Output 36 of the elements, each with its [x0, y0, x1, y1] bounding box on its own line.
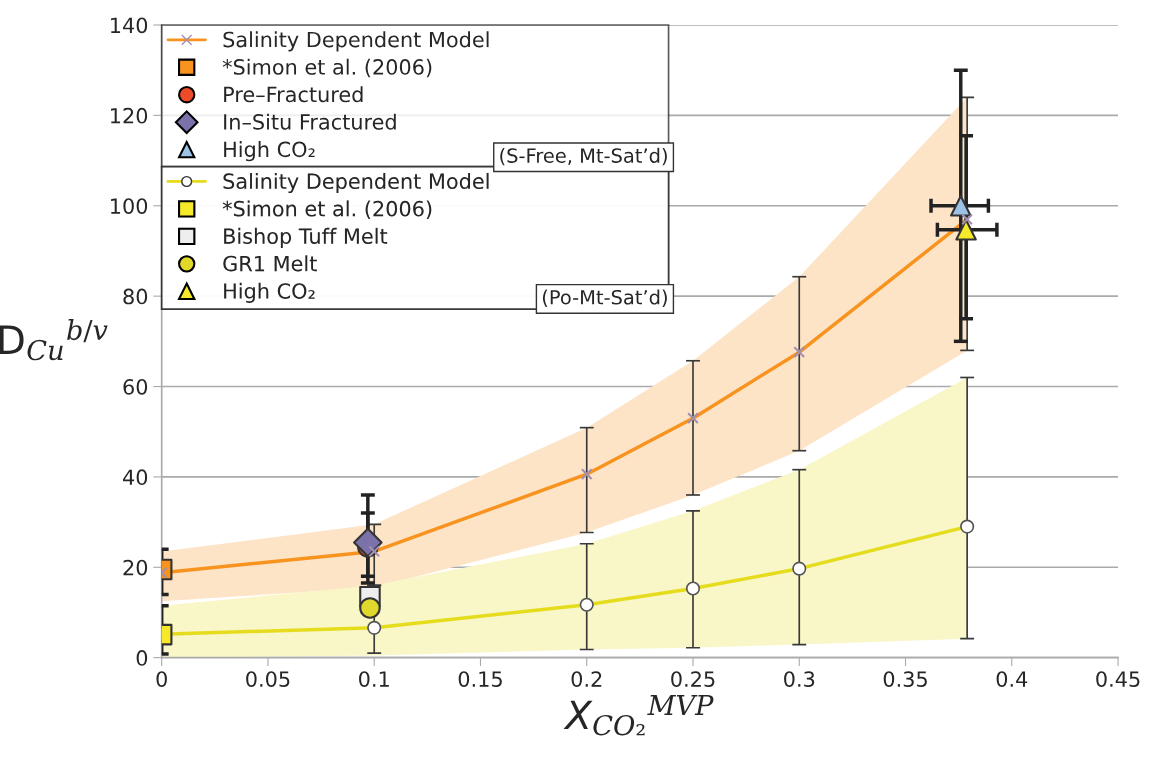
x-tick-label: 0.2	[571, 671, 602, 687]
legend-label: Salinity Dependent Model	[223, 172, 489, 194]
x-tick-label: 0.35	[883, 671, 927, 687]
legend-label: High CO₂	[224, 282, 315, 303]
y-tick-label: 60	[123, 378, 148, 395]
legend-label: GR1 Melt	[223, 255, 317, 272]
legend-label: Salinity Dependent Model	[223, 31, 489, 52]
annotation: (S-Free, Mt-Sat’d)	[500, 147, 667, 166]
y-tick-label: 100	[111, 198, 148, 214]
legend-label: Pre–Fractured	[224, 86, 363, 103]
legend-label: Bishop Tuff Melt	[224, 227, 388, 249]
legend-label: *Simon et al. (2006)	[222, 200, 432, 219]
x-axis-title: X$_{CO₂}$$^{MVP}$	[563, 695, 714, 736]
y-tick-label: 120	[111, 107, 148, 124]
point	[950, 195, 972, 217]
x-tick-label: 0.15	[458, 671, 502, 687]
x-tick-label: 0.3	[784, 671, 815, 687]
legend-label: *Simon et al. (2006)	[222, 58, 432, 78]
y-axis-title: D$_{Cu}$$^{b/v}$	[0, 319, 108, 361]
annotation: (Po-Mt-Sat’d)	[542, 289, 667, 307]
point	[353, 527, 383, 558]
x-tick-label: 0.25	[671, 671, 715, 687]
x-tick-label: 0.1	[359, 671, 389, 687]
legend-label: In–Situ Fractured	[224, 113, 396, 130]
x-tick-label: 0	[156, 671, 167, 687]
y-tick-label: 80	[123, 288, 148, 305]
y-tick-label: 0	[136, 650, 148, 666]
x-tick-label: 0.05	[246, 671, 290, 687]
point	[955, 218, 977, 241]
y-tick-label: 20	[123, 559, 148, 576]
x-tick-label: 0.4	[996, 671, 1028, 687]
legend-label: High CO₂	[224, 141, 315, 162]
y-tick-label: 140	[111, 17, 148, 34]
y-tick-label: 40	[123, 469, 148, 486]
x-tick-label: 0.45	[1096, 671, 1140, 687]
point	[359, 597, 381, 619]
